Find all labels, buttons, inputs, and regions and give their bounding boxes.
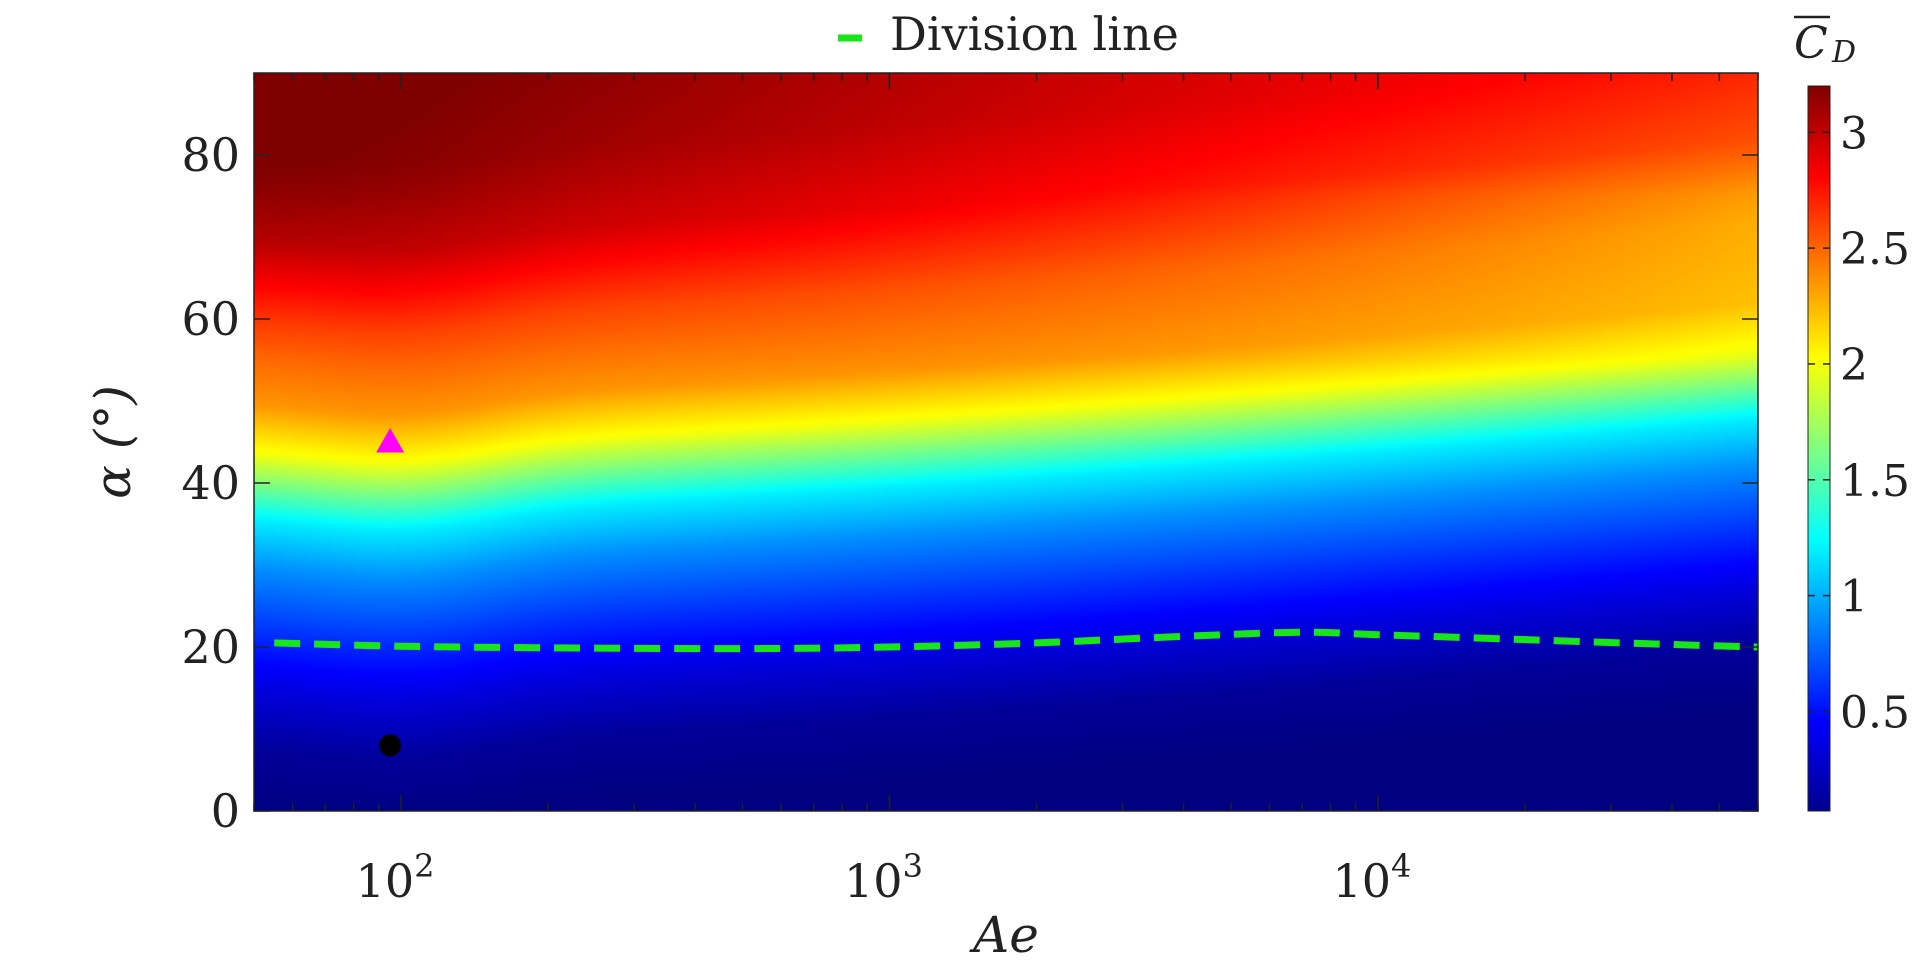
plot-frame	[253, 72, 1759, 812]
colorbar	[1807, 85, 1831, 812]
series-line-division-line	[274, 628, 1759, 653]
y-tick-label: 60	[181, 292, 240, 346]
colorbar-label: C D	[1794, 15, 1856, 70]
y-tick-label: 20	[181, 620, 240, 674]
legend-label-division-line: Division line	[890, 7, 1179, 61]
marker-triangle	[376, 428, 405, 453]
heatmap-field	[254, 73, 1758, 811]
colorbar-tick-label: 3	[1840, 108, 1868, 159]
x-axis: 102 103 104	[253, 73, 1759, 908]
y-axis-label: α (°)	[84, 385, 142, 499]
y-tick-label: 0	[211, 784, 240, 838]
marker-circle	[379, 734, 402, 757]
colorbar-tick-label: 2	[1840, 340, 1868, 391]
colorbar-label-main: C	[1794, 18, 1828, 69]
x-axis-label: Ae	[969, 906, 1039, 962]
colorbar-tick-label: 1.5	[1840, 456, 1910, 507]
colorbar-tick-label: 2.5	[1840, 224, 1910, 275]
x-tick-label: 103	[844, 847, 923, 908]
y-tick-label: 80	[181, 128, 240, 182]
legend: Division line	[838, 7, 1179, 61]
colorbar-tick-label: 1	[1840, 572, 1868, 623]
y-axis: 0 20 40 60 80	[181, 128, 1758, 838]
x-tick-label: 102	[356, 847, 435, 908]
overlay-layer	[274, 428, 1759, 757]
colorbar-tick-label: 0.5	[1840, 687, 1910, 738]
colorbar-ticks: 0.5 1 1.5 2 2.5 3	[1808, 108, 1910, 738]
x-tick-label: 104	[1332, 847, 1411, 908]
y-tick-label: 40	[181, 456, 240, 510]
colorbar-label-sub: D	[1831, 35, 1856, 70]
